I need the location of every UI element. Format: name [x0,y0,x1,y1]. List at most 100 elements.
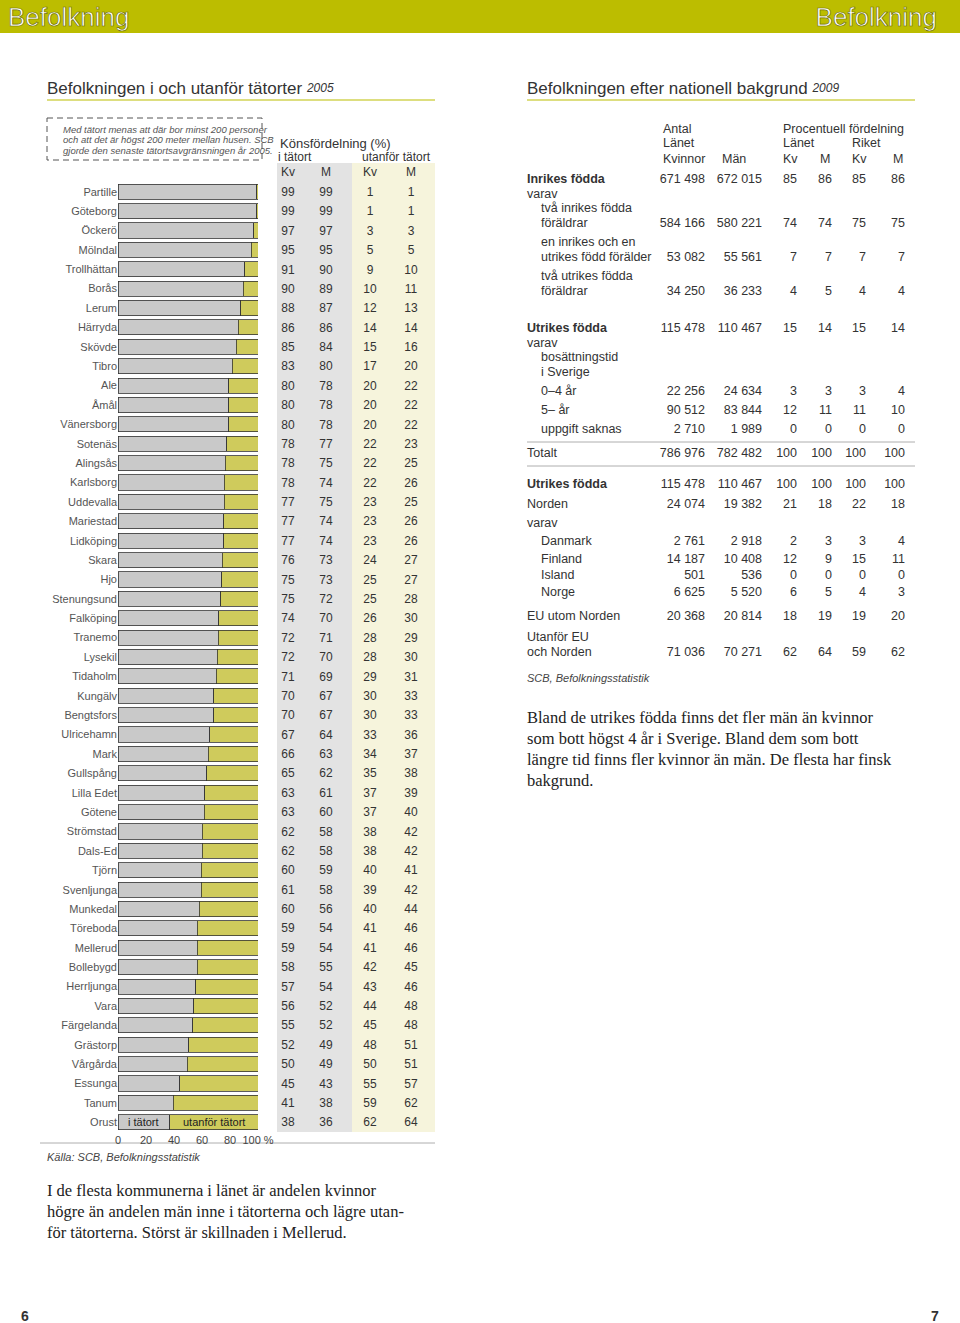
svg-text:i Sverige: i Sverige [541,365,590,379]
svg-text:80: 80 [281,379,295,393]
svg-text:56: 56 [281,999,295,1013]
svg-text:20 814: 20 814 [724,609,762,623]
svg-text:M: M [406,165,416,179]
svg-text:Mark: Mark [93,748,118,760]
svg-text:41: 41 [281,1096,295,1110]
svg-text:100 %: 100 % [242,1134,273,1146]
svg-text:23: 23 [363,514,377,528]
svg-text:86: 86 [281,321,295,335]
svg-text:28: 28 [363,650,377,664]
svg-text:Trollhättan: Trollhättan [65,263,117,275]
svg-text:100: 100 [776,446,797,460]
svg-text:0: 0 [898,568,905,582]
svg-text:22: 22 [363,476,377,490]
svg-text:Bengtsfors: Bengtsfors [64,709,117,721]
svg-text:58: 58 [281,960,295,974]
svg-text:15: 15 [363,340,377,354]
svg-text:38: 38 [363,825,377,839]
svg-text:36 233: 36 233 [724,284,762,298]
svg-text:34: 34 [363,747,377,761]
svg-text:40: 40 [168,1134,180,1146]
svg-text:Tanum: Tanum [84,1097,117,1109]
svg-text:86: 86 [319,321,333,335]
svg-text:77: 77 [281,495,295,509]
svg-text:14: 14 [363,321,377,335]
svg-text:Orust: Orust [90,1116,117,1128]
svg-text:3: 3 [790,384,797,398]
svg-text:36: 36 [404,728,418,742]
svg-text:1: 1 [367,204,374,218]
svg-text:30: 30 [363,708,377,722]
svg-text:38: 38 [404,766,418,780]
svg-text:2: 2 [790,534,797,548]
svg-text:14: 14 [891,321,905,335]
svg-text:35: 35 [363,766,377,780]
svg-text:64: 64 [818,645,832,659]
svg-text:73: 73 [319,553,333,567]
svg-text:3: 3 [367,224,374,238]
svg-text:78: 78 [319,379,333,393]
svg-text:34 250: 34 250 [667,284,705,298]
svg-text:78: 78 [281,476,295,490]
svg-text:Svenljunga: Svenljunga [63,884,118,896]
svg-text:30: 30 [404,650,418,664]
svg-text:Män: Män [722,152,746,166]
svg-text:83: 83 [281,359,295,373]
svg-text:24: 24 [363,553,377,567]
svg-text:11: 11 [405,282,418,296]
svg-text:74: 74 [319,476,333,490]
svg-text:80: 80 [224,1134,236,1146]
svg-text:100: 100 [845,477,866,491]
svg-text:60: 60 [281,902,295,916]
svg-text:23: 23 [404,437,418,451]
svg-text:Länet: Länet [783,136,815,150]
svg-text:6: 6 [21,1308,29,1323]
svg-text:4: 4 [898,534,905,548]
svg-text:20 368: 20 368 [667,609,705,623]
svg-text:14: 14 [404,321,418,335]
svg-text:4: 4 [898,284,905,298]
svg-text:30: 30 [404,611,418,625]
svg-text:22: 22 [404,379,418,393]
svg-text:Kv: Kv [281,165,295,179]
svg-text:41: 41 [404,863,418,877]
svg-text:Kv: Kv [363,165,377,179]
svg-text:80: 80 [281,398,295,412]
svg-text:97: 97 [319,224,333,238]
svg-text:5– år: 5– år [541,403,570,417]
svg-text:74: 74 [319,534,333,548]
svg-text:56: 56 [319,902,333,916]
svg-text:20: 20 [891,609,905,623]
svg-text:42: 42 [363,960,377,974]
svg-text:varav: varav [527,336,558,350]
svg-text:föräldrar: föräldrar [541,284,588,298]
svg-text:som bott högst 4 år i Sverige.: som bott högst 4 år i Sverige. Bland dem… [527,729,859,748]
svg-text:29: 29 [363,670,377,684]
svg-text:1: 1 [367,185,374,199]
svg-text:varav: varav [527,187,558,201]
svg-text:4: 4 [790,284,797,298]
svg-text:22 256: 22 256 [667,384,705,398]
svg-text:62: 62 [319,766,333,780]
svg-text:782 482: 782 482 [717,446,762,460]
svg-text:varav: varav [527,516,558,530]
svg-text:49: 49 [319,1057,333,1071]
svg-text:78: 78 [281,456,295,470]
svg-text:Gullspång: Gullspång [67,767,117,779]
svg-text:59: 59 [852,645,866,659]
svg-text:42: 42 [404,844,418,858]
svg-text:M: M [820,152,830,166]
svg-text:786 976: 786 976 [660,446,705,460]
svg-text:Borås: Borås [88,282,117,294]
svg-text:63: 63 [281,786,295,800]
svg-text:0: 0 [790,568,797,582]
svg-text:78: 78 [319,398,333,412]
svg-text:25: 25 [363,592,377,606]
svg-text:41: 41 [363,921,377,935]
svg-text:48: 48 [404,1018,418,1032]
svg-text:18: 18 [891,497,905,511]
svg-text:501: 501 [684,568,705,582]
svg-text:Kv: Kv [783,152,798,166]
svg-text:49: 49 [319,1038,333,1052]
svg-text:5 520: 5 520 [731,585,762,599]
